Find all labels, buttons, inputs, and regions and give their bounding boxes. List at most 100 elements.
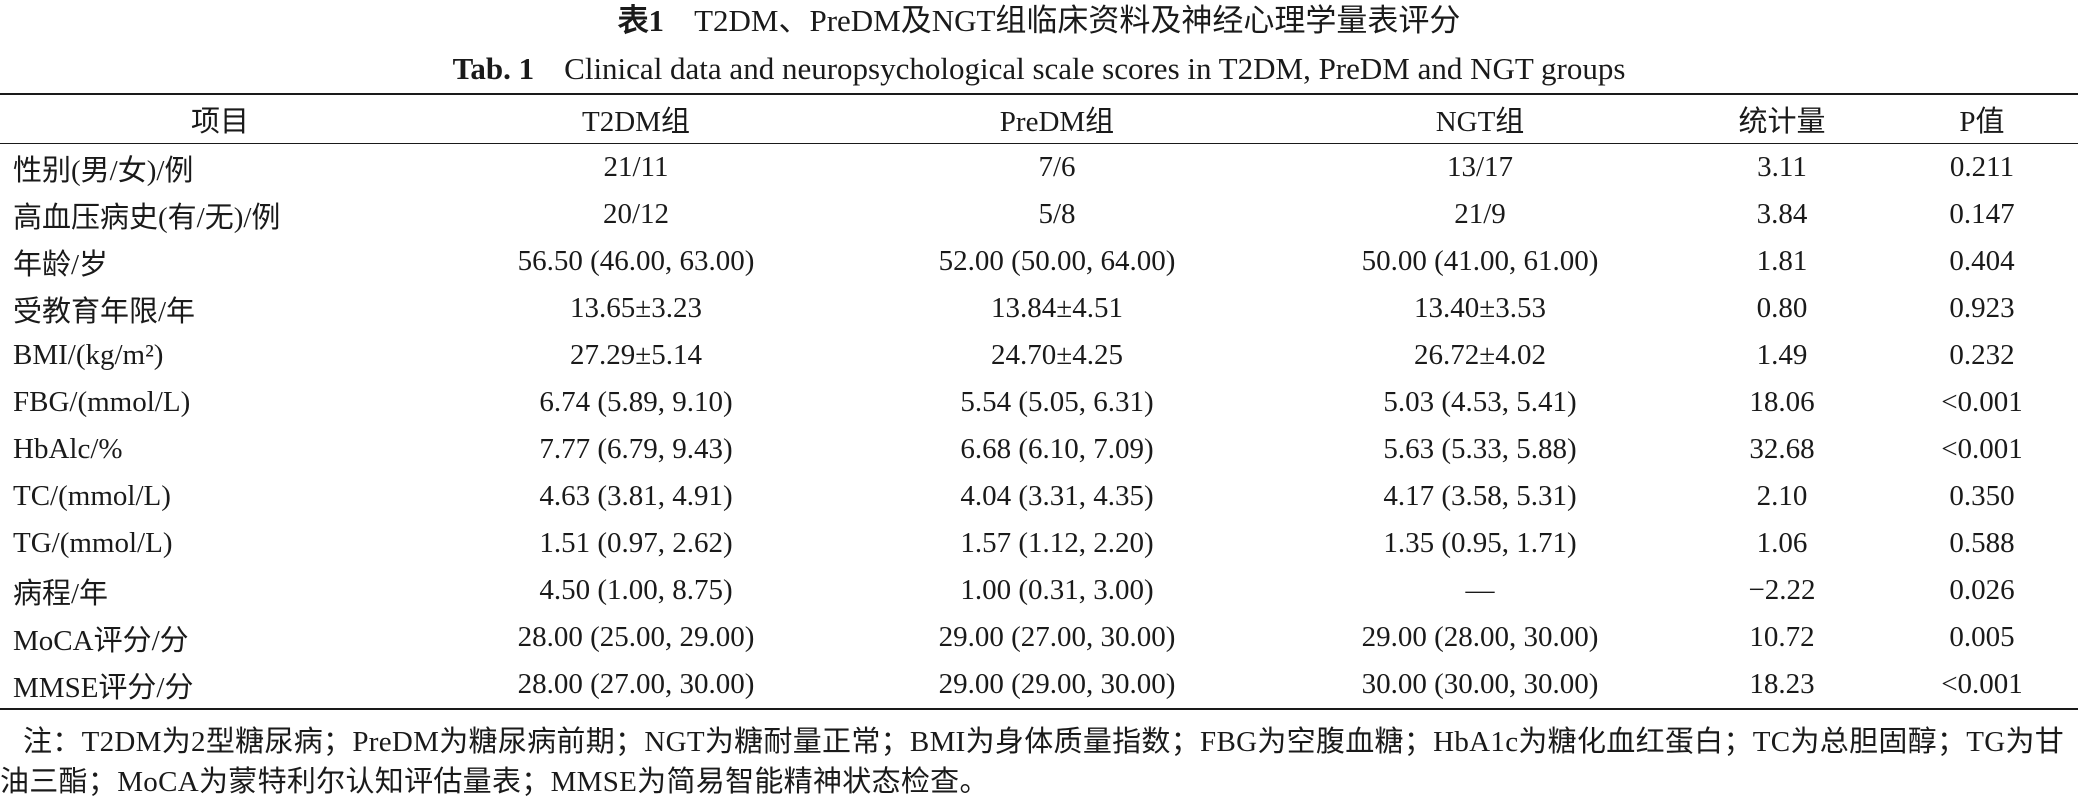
table-row: MoCA评分/分 28.00 (25.00, 29.00) 29.00 (27.00… (0, 614, 2078, 661)
table-cell: 7/6 (1038, 151, 1076, 183)
table-cell: 4.04 (3.31, 4.35) (960, 480, 1154, 512)
table-cell: 4.50 (1.00, 8.75) (539, 574, 733, 606)
row-label: 性别(男/女)/例 (13, 154, 194, 187)
table-cell: 2.10 (1756, 480, 1808, 512)
data-table: 项目 T2DM组 PreDM组 NGT组 统计量 P值 性别(男/女)/例 21/11 7/6… (0, 93, 2078, 710)
table-cell: 29.00 (29.00, 30.00) (938, 668, 1176, 700)
table-cell: 1.00 (0.31, 3.00) (960, 574, 1154, 606)
table-cell: 3.11 (1757, 151, 1807, 183)
column-header: 统计量 (1738, 106, 1826, 138)
table-cell: 5/8 (1038, 198, 1076, 230)
table-cell: 24.70±4.25 (991, 339, 1123, 371)
row-label: HbAlc/% (13, 433, 123, 465)
column-header: P值 (1959, 106, 2005, 138)
row-label: 高血压病史(有/无)/例 (13, 201, 281, 234)
table-cell: — (1465, 574, 1495, 606)
table-cell: 3.84 (1756, 198, 1808, 230)
table-cell: 28.00 (25.00, 29.00) (517, 621, 755, 653)
table-row: TC/(mmol/L) 4.63 (3.81, 4.91) 4.04 (3.31, … (0, 473, 2078, 520)
table-cell: 18.23 (1749, 668, 1815, 700)
table-cell: 29.00 (28.00, 30.00) (1361, 621, 1599, 653)
table-cell: 13.40±3.53 (1414, 292, 1546, 324)
table-row: FBG/(mmol/L) 6.74 (5.89, 9.10) 5.54 (5.05,… (0, 379, 2078, 426)
table-cell: 1.49 (1756, 339, 1808, 371)
caption-cn: 表1 T2DM、PreDM及NGT组临床资料及神经心理学量表评分 (0, 0, 2078, 41)
table-cell: 21/9 (1454, 198, 1506, 230)
row-label: FBG/(mmol/L) (13, 386, 191, 418)
table-row: 病程/年 4.50 (1.00, 8.75) 1.00 (0.31, 3.00) — −… (0, 567, 2078, 614)
table-cell: 5.54 (5.05, 6.31) (960, 386, 1154, 418)
column-header: T2DM组 (582, 106, 690, 138)
table-cell: 5.63 (5.33, 5.88) (1383, 433, 1577, 465)
table-cell: 52.00 (50.00, 64.00) (938, 245, 1176, 277)
table-cell: 1.35 (0.95, 1.71) (1383, 527, 1577, 559)
column-header: 项目 (190, 106, 249, 138)
table-cell: 28.00 (27.00, 30.00) (517, 668, 755, 700)
header-row: 项目 T2DM组 PreDM组 NGT组 统计量 P值 (0, 94, 2078, 144)
row-label: BMI/(kg/m²) (13, 339, 164, 371)
table-cell: 0.026 (1949, 574, 2015, 606)
row-label: TG/(mmol/L) (13, 527, 173, 559)
column-header: PreDM组 (999, 106, 1115, 138)
table-cell: 0.232 (1949, 339, 2015, 371)
row-label: MMSE评分/分 (13, 671, 194, 704)
table-cell: 50.00 (41.00, 61.00) (1361, 245, 1599, 277)
table-cell: 1.57 (1.12, 2.20) (960, 527, 1154, 559)
table-cell: −2.22 (1748, 574, 1816, 606)
table-cell: 21/11 (603, 151, 669, 183)
table-cell: 0.211 (1949, 151, 2015, 183)
table-row: 性别(男/女)/例 21/11 7/6 13/17 3.11 0.211 (0, 144, 2078, 192)
table-row: MMSE评分/分 28.00 (27.00, 30.00) 29.00 (29.00… (0, 661, 2078, 709)
row-label: 病程/年 (13, 577, 109, 610)
caption-title: T2DM、PreDM及NGT组临床资料及神经心理学量表评分 (694, 3, 1461, 38)
table-cell: 0.923 (1949, 292, 2015, 324)
table-row: 高血压病史(有/无)/例 20/12 5/8 21/9 3.84 0.147 (0, 191, 2078, 238)
table-cell: 13.84±4.51 (991, 292, 1123, 324)
table-head: 项目 T2DM组 PreDM组 NGT组 统计量 P值 (0, 94, 2078, 144)
table-cell: 13.65±3.23 (570, 292, 702, 324)
table-cell: 20/12 (602, 198, 670, 230)
table-cell: 4.63 (3.81, 4.91) (539, 480, 733, 512)
table-cell: 26.72±4.02 (1414, 339, 1546, 371)
caption-en: Tab. 1 Clinical data and neuropsychologic… (0, 49, 2078, 89)
table-cell: 10.72 (1749, 621, 1815, 653)
table-cell: 56.50 (46.00, 63.00) (517, 245, 755, 277)
table-cell: 0.404 (1949, 245, 2015, 277)
row-label: 年龄/岁 (13, 248, 109, 281)
table-cell: 18.06 (1749, 386, 1815, 418)
table-row: 年龄/岁 56.50 (46.00, 63.00) 52.00 (50.00, 64… (0, 238, 2078, 285)
table-cell: 6.74 (5.89, 9.10) (539, 386, 733, 418)
table-cell: 13/17 (1446, 151, 1514, 183)
caption-label: Tab. 1 (452, 51, 535, 86)
table-body: 性别(男/女)/例 21/11 7/6 13/17 3.11 0.211 高血压病史(有/无… (0, 144, 2078, 709)
table-cell: 6.68 (6.10, 7.09) (960, 433, 1154, 465)
table-cell: 0.005 (1949, 621, 2015, 653)
table-cell: 32.68 (1749, 433, 1815, 465)
table-cell: <0.001 (1941, 433, 2023, 465)
table-cell: 0.350 (1949, 480, 2015, 512)
column-header: NGT组 (1435, 106, 1525, 138)
table-cell: <0.001 (1941, 386, 2023, 418)
table-cell: 0.588 (1949, 527, 2015, 559)
table-cell: 1.51 (0.97, 2.62) (539, 527, 733, 559)
table-cell: 30.00 (30.00, 30.00) (1361, 668, 1599, 700)
table-row: HbAlc/% 7.77 (6.79, 9.43) 6.68 (6.10, 7.09… (0, 426, 2078, 473)
table-cell: 1.81 (1756, 245, 1808, 277)
table-cell: 4.17 (3.58, 5.31) (1383, 480, 1577, 512)
table-row: BMI/(kg/m²) 27.29±5.14 24.70±4.25 26.72±4.0… (0, 332, 2078, 379)
row-label: 受教育年限/年 (13, 295, 196, 328)
table-row: 受教育年限/年 13.65±3.23 13.84±4.51 13.40±3.53 0.8… (0, 285, 2078, 332)
row-label: TC/(mmol/L) (13, 480, 171, 512)
table-cell: 27.29±5.14 (570, 339, 702, 371)
table-cell: 29.00 (27.00, 30.00) (938, 621, 1176, 653)
footnote: 注：T2DM为2型糖尿病；PreDM为糖尿病前期；NGT为糖耐量正常；BMI为身… (0, 726, 2065, 798)
table-cell: <0.001 (1941, 668, 2023, 700)
table-cell: 7.77 (6.79, 9.43) (539, 433, 733, 465)
table-cell: 5.03 (4.53, 5.41) (1383, 386, 1577, 418)
table-cell: 1.06 (1756, 527, 1808, 559)
table-row: TG/(mmol/L) 1.51 (0.97, 2.62) 1.57 (1.12, … (0, 520, 2078, 567)
table-cell: 0.80 (1756, 292, 1808, 324)
table-cell: 0.147 (1949, 198, 2015, 230)
